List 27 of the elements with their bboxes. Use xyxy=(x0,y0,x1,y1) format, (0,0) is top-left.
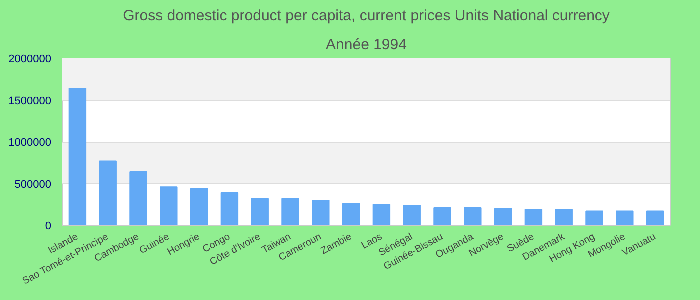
chart-title: Gross domestic product per capita, current prices Units National currency xyxy=(123,8,610,24)
bar xyxy=(312,200,330,226)
bar xyxy=(555,209,573,226)
bar xyxy=(99,160,117,226)
bar xyxy=(130,172,148,226)
y-tick-label: 0 xyxy=(45,220,52,232)
bar xyxy=(251,198,269,226)
bar xyxy=(646,210,664,226)
y-tick-label: 500000 xyxy=(14,178,52,191)
bar xyxy=(616,210,634,226)
bar xyxy=(190,188,208,226)
bar xyxy=(68,88,87,226)
bar xyxy=(220,192,239,226)
bar xyxy=(586,210,604,226)
bar xyxy=(372,204,391,226)
bar xyxy=(524,209,543,226)
bar xyxy=(403,204,421,226)
bar xyxy=(494,208,512,226)
y-tick-label: 1500000 xyxy=(8,95,52,108)
bar xyxy=(342,203,360,226)
bar xyxy=(464,207,482,226)
chart-subtitle: Année 1994 xyxy=(326,36,407,54)
bar xyxy=(160,186,178,226)
y-tick-label: 1000000 xyxy=(8,137,52,149)
y-tick-label: 2000000 xyxy=(8,54,52,66)
bar xyxy=(434,207,452,226)
bar xyxy=(282,198,300,226)
